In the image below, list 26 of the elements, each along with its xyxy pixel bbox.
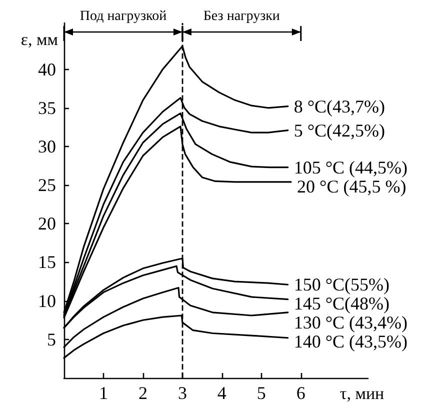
series-label: 105 °C (44,5%)	[294, 157, 408, 178]
series-label: 150 °C(55%)	[294, 274, 390, 295]
x-tick-label: 1	[98, 383, 108, 403]
series-label: 145 °C(48%)	[294, 294, 390, 314]
series-label: 130 °C (43,4%)	[294, 312, 408, 333]
x-axis-title: τ, мин	[340, 384, 384, 403]
x-tick-label: 4	[217, 383, 226, 403]
y-tick-label: 25	[38, 175, 56, 196]
y-tick-label: 15	[38, 252, 56, 272]
x-tick-label: 6	[296, 383, 306, 403]
x-tick-label: 3	[178, 383, 187, 403]
y-tick-label: 40	[38, 59, 56, 80]
x-tick-label: 2	[138, 383, 148, 403]
annotation: Под нагрузкой	[80, 9, 168, 24]
x-tick-label: 5	[256, 383, 266, 403]
y-axis-title: ε, мм	[20, 30, 58, 49]
y-tick-label: 5	[47, 329, 56, 350]
y-tick-label: 35	[38, 98, 56, 118]
y-tick-label: 10	[38, 290, 56, 311]
series-label: 8 °C(43,7%)	[294, 96, 386, 116]
series-label: 140 °C (43,5%)	[294, 332, 408, 352]
series-label: 20 °C (45,5 %)	[297, 176, 406, 196]
annotation: Без нагрузки	[203, 9, 280, 24]
y-tick-label: 20	[38, 214, 56, 234]
y-tick-label: 30	[38, 136, 56, 156]
series-label: 5 °C(42,5%)	[294, 120, 386, 140]
